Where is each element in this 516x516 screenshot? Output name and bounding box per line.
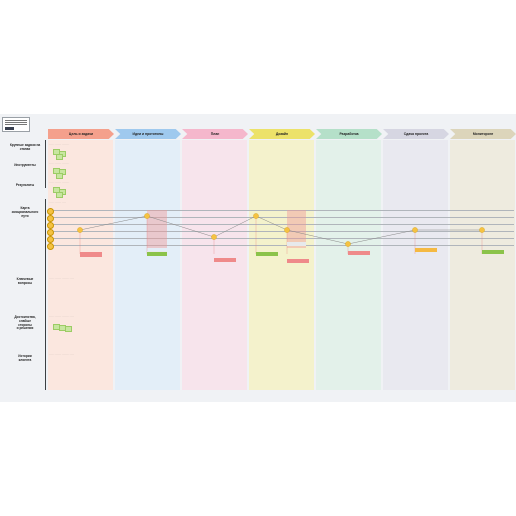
stage-column xyxy=(48,140,113,390)
feedback-card[interactable] xyxy=(482,250,504,254)
emotion-icon-2 xyxy=(47,229,54,236)
stage-header[interactable]: Цель и задачи xyxy=(48,129,114,139)
stage-header[interactable]: Мониторинг xyxy=(450,129,516,139)
emotion-icon-1 xyxy=(47,236,54,243)
stage-header[interactable]: Дизайн xyxy=(249,129,315,139)
stage-column xyxy=(249,140,314,390)
sticky-note[interactable] xyxy=(56,173,63,179)
note-tasks: · · · · · · · · · · · · · · · · · · xyxy=(49,144,70,146)
emotion-point[interactable] xyxy=(253,213,259,219)
note-emotion: · · · · · · · · · · · · · · · xyxy=(49,202,66,204)
emotion-point[interactable] xyxy=(284,227,290,233)
row-divider-1 xyxy=(45,140,47,188)
row-label: Инструменты xyxy=(14,163,36,167)
note-stories: · · · · · · · · · · · · · · · · · · · · … xyxy=(49,354,74,356)
row-label: Истории клиента xyxy=(18,354,32,362)
note-tools: · · · · · · · · · · · · · · · · · · xyxy=(49,163,70,165)
feedback-card[interactable] xyxy=(415,248,437,252)
stage-column xyxy=(316,140,381,390)
emotion-icon-0 xyxy=(47,243,54,250)
emotion-curve xyxy=(77,213,485,254)
note-questions: · · · · · · · · · · · · · · · · · · · · … xyxy=(49,278,74,280)
sticky-note[interactable] xyxy=(56,192,63,198)
emotion-point[interactable] xyxy=(412,227,418,233)
stage-column xyxy=(383,140,448,390)
feedback-card[interactable] xyxy=(80,252,102,257)
row-label: Достоинства, слабые стороны и решения xyxy=(14,315,36,331)
stage-column xyxy=(182,140,247,390)
pain-zone-highlight xyxy=(287,210,306,248)
emotion-icon-5 xyxy=(47,208,54,215)
emotion-point[interactable] xyxy=(144,213,150,219)
emotion-segment xyxy=(146,215,215,238)
journey-map-canvas[interactable]: Цель и задачи Идеи и прототипы План Дизайн Р… xyxy=(0,114,516,402)
feedback-card[interactable] xyxy=(287,259,309,263)
row-divider-3 xyxy=(45,204,47,358)
sticky-note[interactable] xyxy=(56,154,63,160)
row-label: Ключевые вопросы xyxy=(16,277,34,285)
stage-header[interactable]: План xyxy=(182,129,248,139)
emotion-segment xyxy=(286,229,349,245)
row-label: Карта эмоционального пути xyxy=(11,206,39,218)
feedback-card[interactable] xyxy=(147,252,167,256)
emotion-point[interactable] xyxy=(211,234,217,240)
emotion-point[interactable] xyxy=(345,241,351,247)
emotion-point[interactable] xyxy=(479,227,485,233)
emotion-point[interactable] xyxy=(77,227,83,233)
stage-column xyxy=(115,140,180,390)
sticky-note[interactable] xyxy=(65,326,72,332)
emotion-segment xyxy=(79,215,148,231)
emotion-icon-3 xyxy=(47,222,54,229)
legend-card xyxy=(2,117,30,132)
stage-header[interactable]: Идеи и прототипы xyxy=(115,129,181,139)
emotion-segment xyxy=(255,215,288,231)
row-label: Крупные задачи на этапах xyxy=(9,143,41,151)
feedback-card[interactable] xyxy=(214,258,236,262)
emotion-segment xyxy=(213,215,257,238)
stage-column xyxy=(450,140,515,390)
stage-header[interactable]: Сдача проекта xyxy=(383,129,449,139)
feedback-card[interactable] xyxy=(256,252,278,256)
note-pros: · · · · · · · · · · · · · · · · · · · · … xyxy=(49,316,74,318)
row-label: Результаты xyxy=(15,183,35,187)
stage-header[interactable]: Разработка xyxy=(316,129,382,139)
pain-zone-highlight xyxy=(147,210,167,248)
feedback-card[interactable] xyxy=(287,242,306,246)
note-results: · · · · · · · · · · · · · · · · · · xyxy=(49,182,70,184)
emotion-segment xyxy=(347,229,416,245)
emotion-icon-4 xyxy=(47,215,54,222)
feedback-card[interactable] xyxy=(348,251,370,255)
row-divider-4 xyxy=(45,310,47,390)
